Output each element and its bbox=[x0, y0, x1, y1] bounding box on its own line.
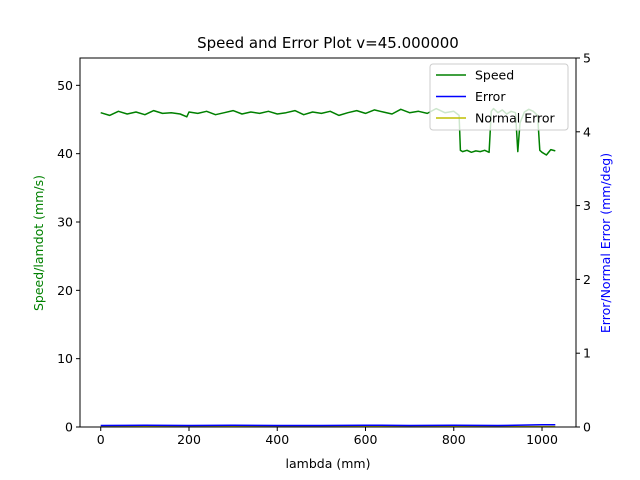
legend-label: Error bbox=[475, 89, 506, 104]
left-y-tick-label: 0 bbox=[65, 420, 73, 435]
x-axis-label: lambda (mm) bbox=[286, 456, 371, 471]
x-tick-label: 1000 bbox=[526, 432, 558, 447]
left-y-axis-label: Speed/lamdot (mm/s) bbox=[31, 175, 46, 311]
right-y-tick-label: 2 bbox=[583, 272, 591, 287]
left-y-tick-label: 40 bbox=[57, 146, 73, 161]
series-line-error bbox=[100, 424, 556, 427]
chart-title: Speed and Error Plot v=45.000000 bbox=[197, 34, 459, 52]
legend-box bbox=[429, 63, 569, 131]
right-y-tick-label: 3 bbox=[583, 198, 591, 213]
x-tick-label: 600 bbox=[354, 432, 378, 447]
x-tick-label: 400 bbox=[265, 432, 289, 447]
left-y-axis: 0 10 20 30 40 50 bbox=[57, 78, 80, 435]
plot-frame bbox=[79, 57, 577, 428]
x-tick-label: 800 bbox=[442, 432, 466, 447]
legend-label: Normal Error bbox=[475, 111, 556, 126]
left-y-tick-label: 30 bbox=[57, 215, 73, 230]
right-y-tick-label: 1 bbox=[583, 346, 591, 361]
legend: Speed Error Normal Error bbox=[429, 63, 569, 131]
right-y-tick-label: 5 bbox=[583, 51, 591, 66]
right-y-tick-label: 0 bbox=[583, 420, 591, 435]
x-tick-label: 200 bbox=[177, 432, 201, 447]
left-y-tick-label: 50 bbox=[57, 78, 73, 93]
x-tick-label: 0 bbox=[97, 432, 105, 447]
right-y-axis: 0 1 2 3 4 5 bbox=[576, 51, 591, 435]
right-y-axis-label: Error/Normal Error (mm/deg) bbox=[598, 153, 613, 333]
right-y-tick-label: 4 bbox=[583, 124, 591, 139]
x-axis: 0 200 400 600 800 1000 bbox=[97, 427, 558, 447]
left-y-tick-label: 20 bbox=[57, 283, 73, 298]
left-y-tick-label: 10 bbox=[57, 351, 73, 366]
legend-label: Speed bbox=[475, 68, 514, 83]
